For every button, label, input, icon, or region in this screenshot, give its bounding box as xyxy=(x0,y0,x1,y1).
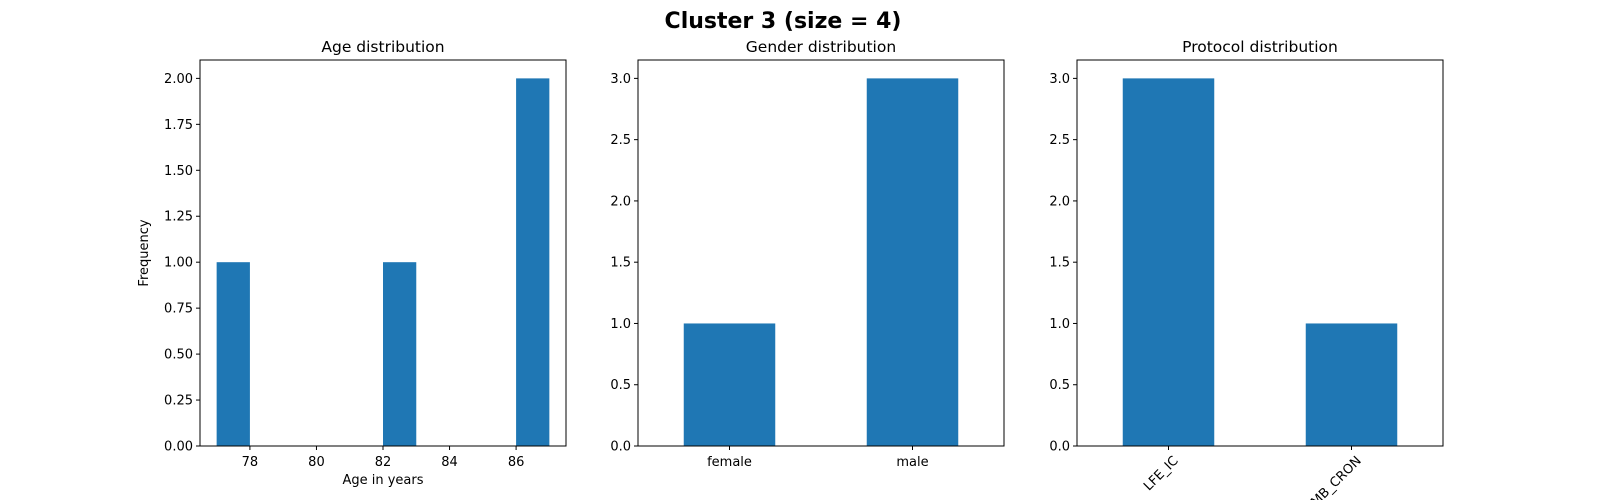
y-tick-label: 1.25 xyxy=(164,210,193,225)
y-tick-label: 1.75 xyxy=(164,118,193,133)
y-tick-label: 0.75 xyxy=(164,302,193,317)
bar-mb-cron xyxy=(1305,323,1398,446)
subplot-2: 0.0 0.5 1.0 1.5 2.0 2.5 3.0 female male Gender di… xyxy=(610,38,1005,470)
x-tick-label: 86 xyxy=(508,455,525,470)
y-tick-label: 1.0 xyxy=(610,317,631,332)
histogram-bar xyxy=(216,262,250,446)
y-tick-label: 1.50 xyxy=(164,164,193,179)
histogram-bar xyxy=(516,78,550,446)
y-tick-label: 3.0 xyxy=(1049,72,1070,87)
y-tick-label: 1.0 xyxy=(1049,317,1070,332)
x-axis-label: Age in years xyxy=(342,473,423,488)
y-tick-label: 2.5 xyxy=(1049,133,1070,148)
figure-title: Cluster 3 (size = 4) xyxy=(665,9,902,34)
y-tick-label: 0.5 xyxy=(610,378,631,393)
y-tick-label: 0.00 xyxy=(164,440,193,455)
x-tick-label: 84 xyxy=(441,455,458,470)
histogram-bar xyxy=(383,262,417,446)
x-tick-label: 78 xyxy=(242,455,259,470)
y-tick-label: 2.0 xyxy=(610,194,631,209)
y-axis-label: Frequency xyxy=(137,219,152,286)
x-tick-label: 82 xyxy=(375,455,392,470)
y-tick-label: 2.00 xyxy=(164,72,193,87)
y-tick-label: 2.5 xyxy=(610,133,631,148)
subplot-title: Protocol distribution xyxy=(1182,38,1338,56)
subplot-title: Gender distribution xyxy=(746,38,896,56)
bar-male xyxy=(866,78,959,446)
y-tick-label: 0.5 xyxy=(1049,378,1070,393)
subplots: 0.00 0.25 0.50 0.75 1.00 1.25 1.50 1.75 2.00 78 80… xyxy=(137,38,1444,500)
y-tick-label: 0.0 xyxy=(610,440,631,455)
x-tick-label: male xyxy=(896,455,928,470)
y-tick-label: 1.5 xyxy=(610,256,631,271)
bar-lfe-ic xyxy=(1122,78,1215,446)
subplot-1: 0.00 0.25 0.50 0.75 1.00 1.25 1.50 1.75 2.00 78 80… xyxy=(137,38,567,488)
bar-female xyxy=(683,323,776,446)
x-tick-label: female xyxy=(707,455,752,470)
y-tick-label: 3.0 xyxy=(610,72,631,87)
plot-frame xyxy=(637,59,1005,447)
x-tick-label: 80 xyxy=(308,455,325,470)
y-tick-label: 1.00 xyxy=(164,256,193,271)
y-tick-label: 0.50 xyxy=(164,348,193,363)
plot-frame xyxy=(1076,59,1444,447)
y-tick-label: 0.0 xyxy=(1049,440,1070,455)
y-tick-label: 0.25 xyxy=(164,394,193,409)
subplot-title: Age distribution xyxy=(321,38,444,56)
y-tick-label: 1.5 xyxy=(1049,256,1070,271)
y-tick-label: 2.0 xyxy=(1049,194,1070,209)
